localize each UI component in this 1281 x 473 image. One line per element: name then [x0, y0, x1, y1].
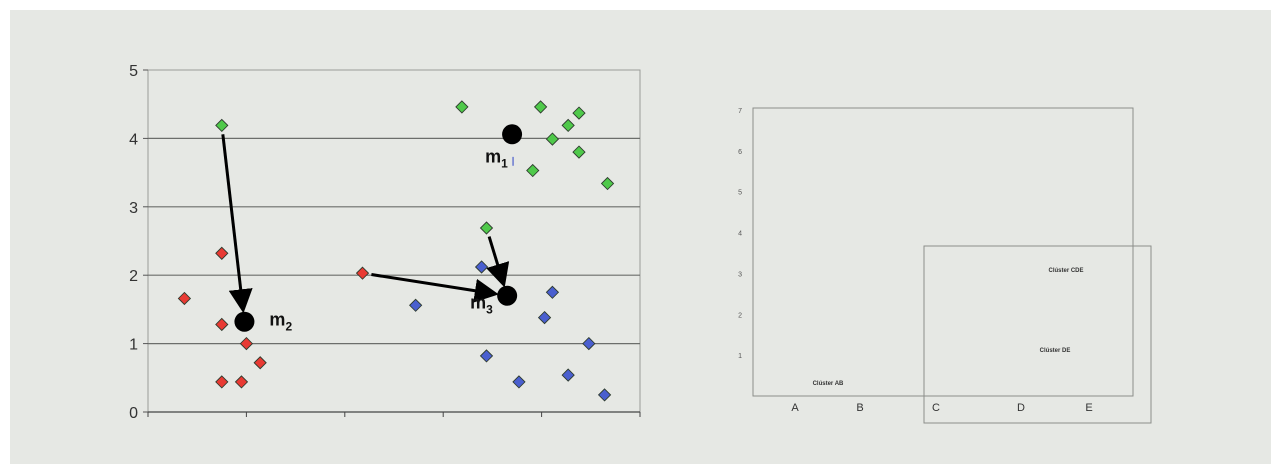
centroid-label-letter: m [470, 293, 486, 313]
data-point-green [479, 221, 494, 235]
data-point-green [572, 106, 586, 120]
centroid-label-m1: m1 [485, 146, 508, 170]
data-point-green [561, 118, 575, 133]
data-point-red [215, 375, 229, 389]
leaf-label-a: A [791, 402, 799, 414]
centroid-label-subscript: 1 [501, 156, 508, 170]
centroid-label-subscript: 2 [285, 320, 292, 334]
data-point-red [239, 336, 254, 351]
centroid-label-subscript: 3 [486, 303, 493, 317]
data-point-blue [474, 260, 489, 274]
cluster-label-de: Clúster DE [1040, 348, 1071, 354]
dendrogram-y-tick-label: 2 [738, 312, 742, 319]
data-point-blue [479, 349, 494, 363]
dendrogram-y-tick-label: 3 [738, 271, 742, 278]
data-point-red [215, 246, 229, 260]
dendrogram-y-tick-label: 6 [738, 149, 742, 156]
data-point-blue [545, 285, 560, 299]
data-point-blue [561, 368, 575, 382]
data-point-blue [582, 336, 596, 351]
centroid-label-m2: m2 [269, 310, 292, 334]
dendrogram-y-tick-label: 4 [738, 231, 742, 238]
movement-arrow [371, 273, 499, 303]
cluster-box-cde [923, 245, 1152, 424]
centroid-label-letter: m [269, 310, 285, 330]
y-tick-label: 3 [129, 200, 138, 217]
data-point-red [253, 356, 267, 370]
cluster-label-cde: Clúster CDE [1048, 268, 1083, 274]
leaf-label-b: B [856, 402, 863, 414]
dendrogram-y-tick-label: 1 [738, 353, 742, 360]
centroid-label-letter: m [485, 146, 501, 166]
centroid-m1 [502, 124, 523, 145]
data-point-green [455, 100, 469, 114]
centroid-label-m3: m3 [470, 293, 493, 317]
data-point-red [234, 375, 249, 389]
data-point-green [533, 100, 548, 114]
cluster-box-ab [795, 359, 860, 396]
dendrogram-y-tick-label: 5 [738, 190, 742, 197]
data-point-green [600, 176, 615, 191]
leaf-label-d: D [1017, 402, 1025, 414]
y-tick-label: 4 [129, 131, 138, 148]
y-tick-label: 0 [129, 405, 138, 422]
y-tick-label: 2 [129, 268, 138, 285]
data-point-green [215, 118, 229, 133]
data-point-green [545, 132, 560, 146]
dendrogram-frame [752, 107, 1134, 397]
dendrogram-y-tick-label: 7 [738, 108, 742, 115]
data-point-blue [409, 298, 423, 312]
data-point-red [177, 291, 192, 306]
data-point-red [355, 266, 370, 280]
data-point-green [526, 163, 540, 178]
leaf-label-c: C [932, 402, 940, 414]
leaf-label-e: E [1085, 402, 1092, 414]
data-point-red [215, 317, 229, 332]
data-point-blue [537, 310, 552, 325]
y-tick-label: 1 [129, 337, 138, 354]
data-point-blue [512, 375, 526, 389]
movement-arrow [486, 236, 510, 288]
centroid-m2 [234, 311, 255, 332]
data-point-blue [597, 388, 612, 402]
data-point-green [572, 145, 586, 159]
cluster-label-ab: Clúster AB [813, 381, 844, 387]
movement-arrow [221, 134, 253, 314]
y-tick-label: 5 [129, 63, 138, 80]
centroid-m3 [497, 285, 518, 306]
